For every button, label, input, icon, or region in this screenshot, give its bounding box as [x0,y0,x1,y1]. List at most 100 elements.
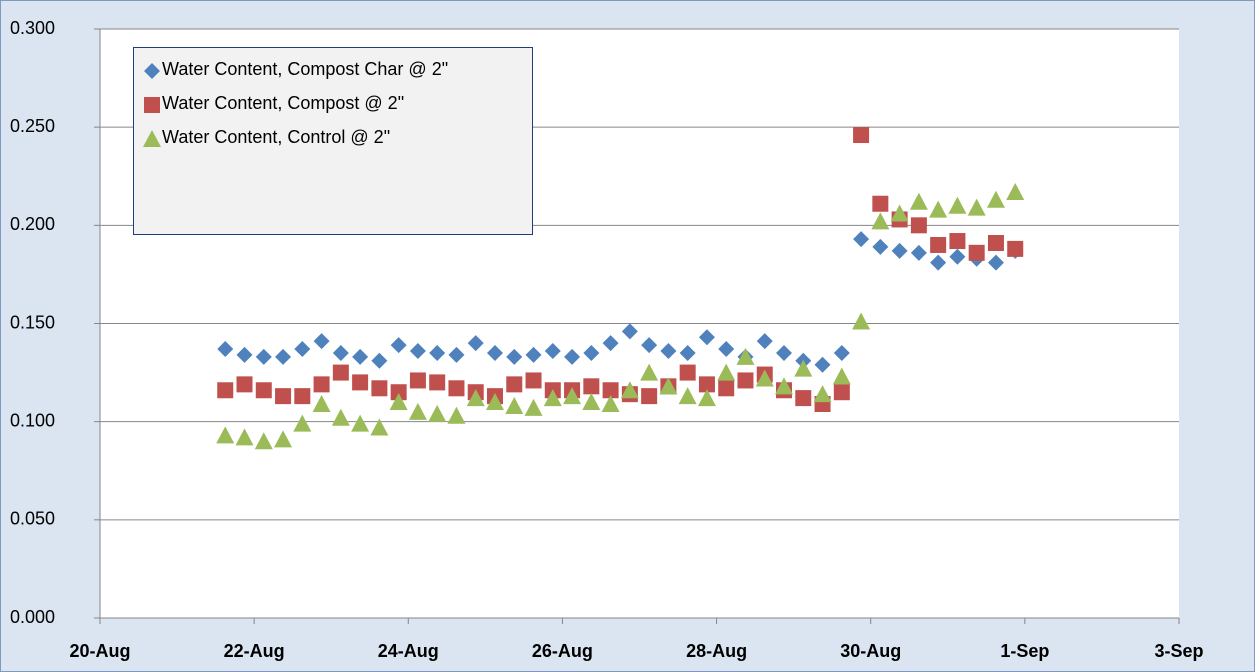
marker [1006,182,1025,200]
marker [795,390,812,407]
marker [930,236,947,253]
marker [506,376,523,393]
marker [1007,240,1024,257]
marker [640,363,659,381]
marker [428,404,447,422]
legend-label: Water Content, Compost @ 2" [162,93,405,113]
marker [660,342,677,359]
marker [910,244,927,261]
x-tick-label: 30-Aug [840,641,901,661]
marker [853,231,870,248]
marker [641,388,658,405]
x-tick-label: 26-Aug [532,641,593,661]
legend-icon [143,130,161,147]
marker [255,348,272,365]
marker [331,408,350,426]
x-tick-label: 22-Aug [224,641,285,661]
legend-entry: Water Content, Control @ 2" [142,124,524,150]
marker [294,341,311,358]
marker [313,376,330,393]
legend-label: Water Content, Control @ 2" [162,127,391,147]
marker [563,387,582,405]
marker [352,374,369,391]
marker [909,192,928,210]
marker [968,244,985,261]
marker [409,372,426,389]
marker [274,430,293,448]
marker [564,348,581,365]
marker [466,389,485,407]
marker [679,364,696,381]
marker [409,342,426,359]
marker [275,388,292,405]
y-tick-label: 0.300 [10,18,55,38]
marker [144,63,160,79]
x-tick-label: 28-Aug [686,641,747,661]
marker [737,372,754,389]
marker [832,367,851,385]
marker [506,348,523,365]
y-tick-label: 0.200 [10,214,55,234]
marker [312,394,331,412]
marker [891,242,908,259]
marker [351,414,370,432]
marker [390,337,407,354]
marker [525,372,542,389]
marker [583,344,600,361]
marker [332,364,349,381]
x-tick-label: 1-Sep [1000,641,1049,661]
marker [332,344,349,361]
marker [620,381,639,399]
marker [698,329,715,346]
marker [813,385,832,403]
y-tick-label: 0.150 [10,312,55,332]
marker [929,200,948,218]
marker [371,380,388,397]
marker [890,204,909,222]
marker [987,254,1004,271]
marker [583,378,600,395]
marker [217,341,234,358]
marker [144,97,160,113]
legend: Water Content, Compost Char @ 2" Water Co… [133,47,533,235]
marker [910,217,927,234]
marker [833,344,850,361]
marker [235,428,254,446]
marker [698,376,715,393]
marker [236,376,253,393]
marker [794,359,813,377]
marker [756,333,773,350]
marker [601,394,620,412]
legend-entry: Water Content, Compost Char @ 2" [142,56,524,82]
marker [949,233,966,250]
marker [659,377,678,395]
marker [544,342,561,359]
legend-icon [144,97,160,113]
marker [525,346,542,363]
marker [254,432,273,450]
marker [948,196,967,214]
marker [736,347,755,365]
marker [524,398,543,416]
marker [236,346,253,363]
marker [429,374,446,391]
marker [408,402,427,420]
marker [602,335,619,352]
marker [853,127,870,144]
y-tick-label: 0.250 [10,116,55,136]
marker [370,418,389,436]
marker [814,356,831,373]
marker [872,238,889,255]
marker [448,380,465,397]
marker [429,344,446,361]
marker [143,130,161,147]
marker [697,389,716,407]
marker [717,363,736,381]
marker [505,396,524,414]
marker [641,337,658,354]
y-tick-label: 0.050 [10,509,55,529]
marker [718,380,735,397]
marker [275,348,292,365]
marker [448,346,465,363]
